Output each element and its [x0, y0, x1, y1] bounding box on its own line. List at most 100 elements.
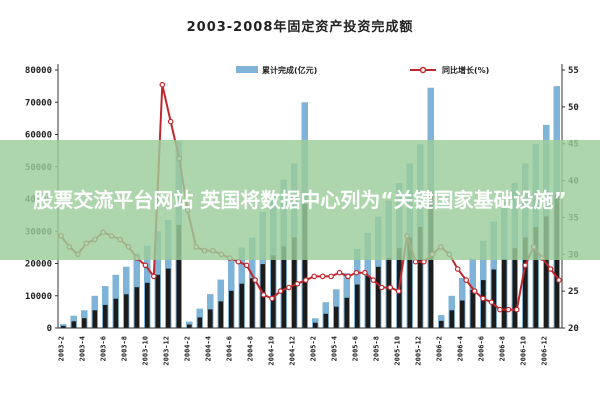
bar-inner: [418, 226, 423, 328]
bar-inner: [197, 317, 203, 328]
growth-point: [497, 306, 503, 313]
bar-inner: [533, 226, 539, 328]
y-tick-label: 60000: [25, 131, 52, 141]
x-tick-label: 2005-8: [372, 336, 380, 361]
bar-inner: [376, 266, 381, 328]
x-tick-label: 2005-6: [351, 336, 359, 361]
y2-tick-label: 20: [568, 324, 579, 334]
growth-point: [269, 295, 275, 302]
bar-inner: [365, 275, 371, 328]
growth-point: [345, 273, 351, 280]
bar-inner: [208, 309, 213, 328]
x-tick-label: 2003-4: [78, 336, 86, 361]
growth-point: [235, 258, 242, 265]
x-tick-label: 2006-4: [456, 336, 464, 361]
x-tick-label: 2003-12: [162, 336, 170, 366]
bar-inner: [544, 216, 549, 328]
y-tick-label: 10000: [25, 292, 52, 302]
x-tick-label: 2004-12: [288, 336, 296, 366]
growth-point: [370, 277, 377, 283]
x-tick-label: 2004-8: [246, 336, 254, 361]
legend-bar-label: 累计完成(亿元): [262, 65, 317, 75]
x-tick-label: 2005-2: [309, 336, 317, 361]
bar-inner: [166, 268, 171, 328]
bar-inner: [386, 257, 392, 328]
headline-text: 股票交流平台网站 英国将数据中心列为“关键国家基础设施”: [33, 188, 567, 212]
growth-point: [454, 266, 461, 272]
bar-inner: [187, 324, 192, 328]
x-tick-label: 2006-12: [540, 336, 548, 366]
growth-point: [353, 269, 360, 276]
bar-inner: [313, 322, 318, 328]
growth-point: [243, 262, 250, 269]
growth-point: [513, 306, 520, 313]
x-tick-label: 2003-6: [99, 336, 107, 361]
chart-legend: 累计完成(亿元) 同比增长(%): [236, 65, 489, 75]
growth-point: [260, 291, 267, 298]
bar-inner: [512, 248, 518, 328]
growth-point: [311, 273, 318, 280]
bar-inner: [176, 225, 182, 328]
growth-point: [412, 258, 419, 265]
bar-inner: [334, 306, 339, 328]
bar-inner: [71, 321, 77, 328]
bar-inner: [523, 237, 528, 328]
x-tick-label: 2003-10: [141, 336, 149, 366]
y-tick-label: 20000: [25, 260, 52, 270]
growth-point: [556, 277, 562, 283]
bar-inner: [502, 258, 507, 328]
y2-tick-label: 25: [568, 287, 579, 297]
x-tick-label: 2004-10: [267, 336, 275, 366]
x-tick-label: 2006-8: [498, 336, 506, 361]
bar-inner: [449, 310, 455, 328]
bar-inner: [92, 310, 98, 328]
x-tick-label: 2006-6: [477, 336, 485, 361]
x-tick-label: 2005-12: [414, 336, 422, 366]
bar-inner: [491, 269, 497, 328]
x-tick-label: 2003-2: [57, 336, 65, 361]
bar-inner: [302, 203, 308, 328]
x-axis-ticks: 2003-2 2003-4 2003-6 2003-8 2003-10 2003-12 20…: [57, 336, 548, 366]
x-tick-label: 2004-6: [225, 336, 233, 361]
growth-point: [294, 280, 301, 287]
x-tick-label: 2004-4: [204, 336, 212, 361]
y-tick-label: 70000: [25, 98, 52, 108]
growth-point: [142, 262, 149, 269]
headline-banner: 股票交流平台网站 英国将数据中心列为“关键国家基础设施”: [0, 140, 600, 260]
growth-point: [488, 299, 495, 306]
growth-point: [505, 306, 512, 313]
x-tick-label: 2006-2: [435, 336, 443, 361]
legend-line-marker: [419, 66, 427, 74]
growth-point: [471, 288, 478, 294]
bar-inner: [355, 284, 360, 328]
growth-point: [463, 277, 470, 283]
y-tick-label: 0: [47, 324, 52, 334]
growth-point: [151, 273, 157, 280]
growth-point: [302, 277, 309, 283]
bar-inner: [439, 320, 444, 328]
bar-inner: [124, 294, 129, 328]
bar-inner: [134, 287, 140, 328]
bar-inner: [470, 289, 476, 328]
bar-inner: [155, 274, 161, 328]
y2-tick-label: 50: [568, 103, 579, 113]
legend-bar-swatch: [236, 66, 258, 73]
growth-point: [252, 277, 258, 283]
x-tick-label: 2005-4: [330, 336, 338, 361]
growth-point: [522, 262, 529, 269]
x-tick-label: 2004-2: [183, 336, 191, 361]
growth-point: [336, 269, 343, 276]
bar-inner: [61, 325, 66, 328]
bar-inner: [103, 304, 108, 328]
bar-inner: [239, 283, 245, 328]
growth-point: [277, 288, 284, 294]
y-tick-label: 80000: [25, 66, 52, 76]
bar-inner: [460, 300, 465, 328]
y2-tick-label: 55: [568, 66, 579, 76]
bar-inner: [271, 255, 276, 328]
bar-inner: [218, 301, 224, 328]
legend-line-label: 同比增长(%): [442, 65, 489, 75]
x-tick-label: 2003-8: [120, 336, 128, 361]
bar-inner: [344, 297, 350, 328]
